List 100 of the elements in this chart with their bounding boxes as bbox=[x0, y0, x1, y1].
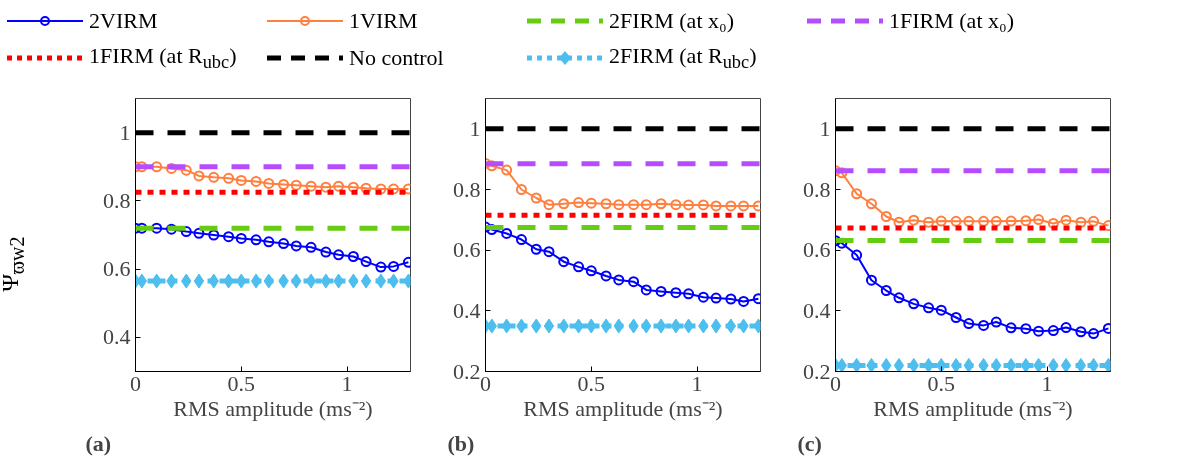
point bbox=[360, 182, 372, 194]
point bbox=[640, 199, 652, 211]
point bbox=[710, 200, 722, 212]
point bbox=[991, 357, 1002, 372]
point bbox=[1075, 357, 1087, 372]
y-tick-label: 0.6 bbox=[453, 237, 481, 263]
point bbox=[880, 285, 892, 296]
point bbox=[628, 276, 640, 288]
point bbox=[865, 198, 877, 210]
point bbox=[908, 214, 920, 226]
x-tick-label: 0 bbox=[130, 370, 141, 396]
point bbox=[683, 199, 695, 211]
point bbox=[1020, 323, 1032, 335]
point bbox=[530, 192, 542, 204]
point bbox=[360, 273, 372, 289]
point bbox=[851, 188, 863, 200]
point bbox=[1048, 357, 1059, 372]
point bbox=[683, 288, 695, 300]
point bbox=[263, 177, 275, 189]
x-tick-label: 1 bbox=[691, 370, 703, 396]
point bbox=[235, 174, 247, 186]
point bbox=[978, 357, 989, 372]
point bbox=[628, 199, 640, 211]
point bbox=[486, 160, 498, 172]
point bbox=[893, 216, 905, 228]
point bbox=[1075, 326, 1087, 338]
text: (b) bbox=[447, 430, 475, 456]
point bbox=[836, 167, 848, 179]
point bbox=[936, 357, 947, 372]
point bbox=[613, 199, 625, 211]
point bbox=[235, 232, 247, 244]
point bbox=[613, 274, 625, 286]
point bbox=[1088, 328, 1100, 340]
y-tick-label: 0.8 bbox=[453, 176, 481, 202]
point bbox=[501, 227, 513, 239]
point bbox=[950, 312, 962, 323]
point bbox=[640, 284, 652, 296]
point bbox=[375, 261, 387, 273]
point bbox=[208, 171, 220, 183]
legend-label: 2FIRM (at x₀) bbox=[609, 7, 734, 35]
point bbox=[1033, 214, 1045, 226]
x-tick-label: 0 bbox=[830, 370, 841, 396]
x-tick-label: 0.5 bbox=[227, 370, 256, 396]
point bbox=[1020, 215, 1032, 227]
point bbox=[320, 246, 332, 258]
legend-label: 1VIRM bbox=[349, 7, 418, 35]
y-tick-label: 1 bbox=[469, 115, 481, 141]
x-tick-label: 1 bbox=[341, 370, 353, 396]
point bbox=[543, 318, 555, 334]
point bbox=[375, 183, 387, 195]
point bbox=[1005, 357, 1017, 372]
point bbox=[558, 198, 570, 210]
point bbox=[893, 357, 905, 372]
y-tick-label: 1 bbox=[819, 115, 831, 141]
y-tick-label: 0.8 bbox=[103, 187, 131, 213]
point bbox=[923, 216, 935, 228]
point bbox=[250, 234, 262, 246]
point bbox=[305, 273, 317, 289]
point bbox=[738, 295, 750, 307]
point bbox=[320, 181, 332, 193]
point bbox=[851, 249, 863, 261]
point bbox=[978, 215, 990, 227]
point bbox=[865, 274, 877, 286]
point bbox=[388, 260, 400, 272]
point bbox=[935, 215, 947, 227]
point bbox=[1047, 217, 1059, 229]
point bbox=[655, 198, 667, 210]
point bbox=[1088, 357, 1099, 372]
point bbox=[710, 318, 722, 334]
y-tick-label: 0.4 bbox=[103, 324, 131, 350]
point bbox=[223, 231, 235, 243]
point bbox=[573, 197, 585, 209]
x-tick-label: 0.5 bbox=[577, 370, 606, 396]
point bbox=[223, 172, 235, 184]
point bbox=[600, 198, 612, 210]
point bbox=[990, 316, 1002, 328]
point bbox=[388, 183, 400, 195]
point bbox=[670, 318, 682, 334]
x-axis-title: RMS amplitude (ms⁻²) bbox=[173, 395, 373, 421]
point bbox=[543, 246, 555, 258]
point bbox=[725, 200, 737, 212]
point bbox=[360, 256, 372, 268]
point bbox=[725, 318, 737, 334]
y-tick-label: 0.2 bbox=[453, 358, 481, 384]
point bbox=[851, 357, 862, 372]
point bbox=[1088, 215, 1100, 227]
point bbox=[738, 200, 750, 212]
y-tick-label: 0.4 bbox=[453, 297, 481, 323]
point bbox=[923, 302, 935, 314]
text: (a) bbox=[85, 430, 112, 456]
point bbox=[151, 222, 163, 234]
point bbox=[710, 292, 722, 304]
point bbox=[165, 223, 177, 235]
point bbox=[655, 318, 667, 334]
point bbox=[347, 251, 359, 262]
point bbox=[193, 273, 205, 289]
point bbox=[375, 273, 387, 289]
point bbox=[263, 236, 275, 248]
point bbox=[697, 291, 709, 303]
x-tick-label: 0 bbox=[480, 370, 491, 396]
